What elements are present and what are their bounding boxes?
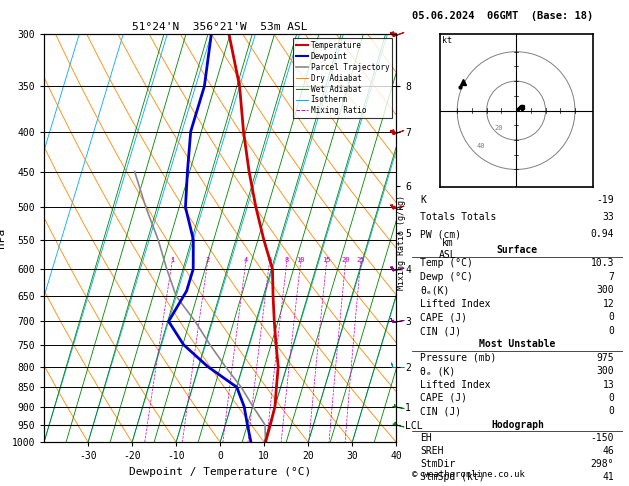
Text: 25: 25	[356, 258, 365, 263]
Text: 10: 10	[296, 258, 305, 263]
Text: 33: 33	[603, 212, 615, 223]
Text: 0.94: 0.94	[591, 229, 615, 240]
Text: 975: 975	[597, 353, 615, 363]
Text: Lifted Index: Lifted Index	[420, 380, 491, 390]
Y-axis label: hPa: hPa	[0, 228, 6, 248]
X-axis label: Dewpoint / Temperature (°C): Dewpoint / Temperature (°C)	[129, 467, 311, 477]
Text: 300: 300	[597, 366, 615, 376]
Text: 2: 2	[205, 258, 209, 263]
Text: 15: 15	[322, 258, 331, 263]
Text: Totals Totals: Totals Totals	[420, 212, 497, 223]
Text: 8: 8	[284, 258, 289, 263]
Text: 20: 20	[341, 258, 350, 263]
Text: Mixing Ratio (g/kg): Mixing Ratio (g/kg)	[397, 195, 406, 291]
Text: -150: -150	[591, 433, 615, 443]
Text: PW (cm): PW (cm)	[420, 229, 462, 240]
Text: 46: 46	[603, 446, 615, 456]
Text: 05.06.2024  06GMT  (Base: 18): 05.06.2024 06GMT (Base: 18)	[412, 12, 593, 21]
Text: 1: 1	[170, 258, 174, 263]
Text: 12: 12	[603, 299, 615, 309]
Text: 298°: 298°	[591, 459, 615, 469]
Text: CIN (J): CIN (J)	[420, 406, 462, 417]
Text: 20: 20	[494, 125, 503, 131]
Text: K: K	[420, 195, 426, 206]
Text: StmDir: StmDir	[420, 459, 455, 469]
Text: 0: 0	[608, 312, 615, 323]
Text: 0: 0	[608, 406, 615, 417]
Text: Most Unstable: Most Unstable	[479, 339, 555, 349]
Text: Temp (°C): Temp (°C)	[420, 258, 473, 268]
Text: 6: 6	[267, 258, 272, 263]
Text: CAPE (J): CAPE (J)	[420, 312, 467, 323]
Text: 300: 300	[597, 285, 615, 295]
Text: 40: 40	[476, 143, 485, 149]
Text: Surface: Surface	[497, 245, 538, 255]
Text: 4: 4	[243, 258, 248, 263]
Text: CAPE (J): CAPE (J)	[420, 393, 467, 403]
Text: Pressure (mb): Pressure (mb)	[420, 353, 497, 363]
Text: 13: 13	[603, 380, 615, 390]
Text: kt: kt	[442, 36, 452, 45]
Title: 51°24'N  356°21'W  53m ASL: 51°24'N 356°21'W 53m ASL	[132, 22, 308, 32]
Text: EH: EH	[420, 433, 432, 443]
Text: CIN (J): CIN (J)	[420, 326, 462, 336]
Text: 10.3: 10.3	[591, 258, 615, 268]
Text: 41: 41	[603, 472, 615, 482]
Text: © weatheronline.co.uk: © weatheronline.co.uk	[412, 470, 525, 479]
Text: Hodograph: Hodograph	[491, 419, 544, 430]
Text: StmSpd (kt): StmSpd (kt)	[420, 472, 485, 482]
Text: Lifted Index: Lifted Index	[420, 299, 491, 309]
Text: 7: 7	[608, 272, 615, 282]
Text: θₑ(K): θₑ(K)	[420, 285, 450, 295]
Text: SREH: SREH	[420, 446, 444, 456]
Text: θₑ (K): θₑ (K)	[420, 366, 455, 376]
Y-axis label: km
ASL: km ASL	[439, 238, 457, 260]
Text: Dewp (°C): Dewp (°C)	[420, 272, 473, 282]
Legend: Temperature, Dewpoint, Parcel Trajectory, Dry Adiabat, Wet Adiabat, Isotherm, Mi: Temperature, Dewpoint, Parcel Trajectory…	[293, 38, 392, 119]
Text: -19: -19	[597, 195, 615, 206]
Text: 0: 0	[608, 393, 615, 403]
Text: 0: 0	[608, 326, 615, 336]
